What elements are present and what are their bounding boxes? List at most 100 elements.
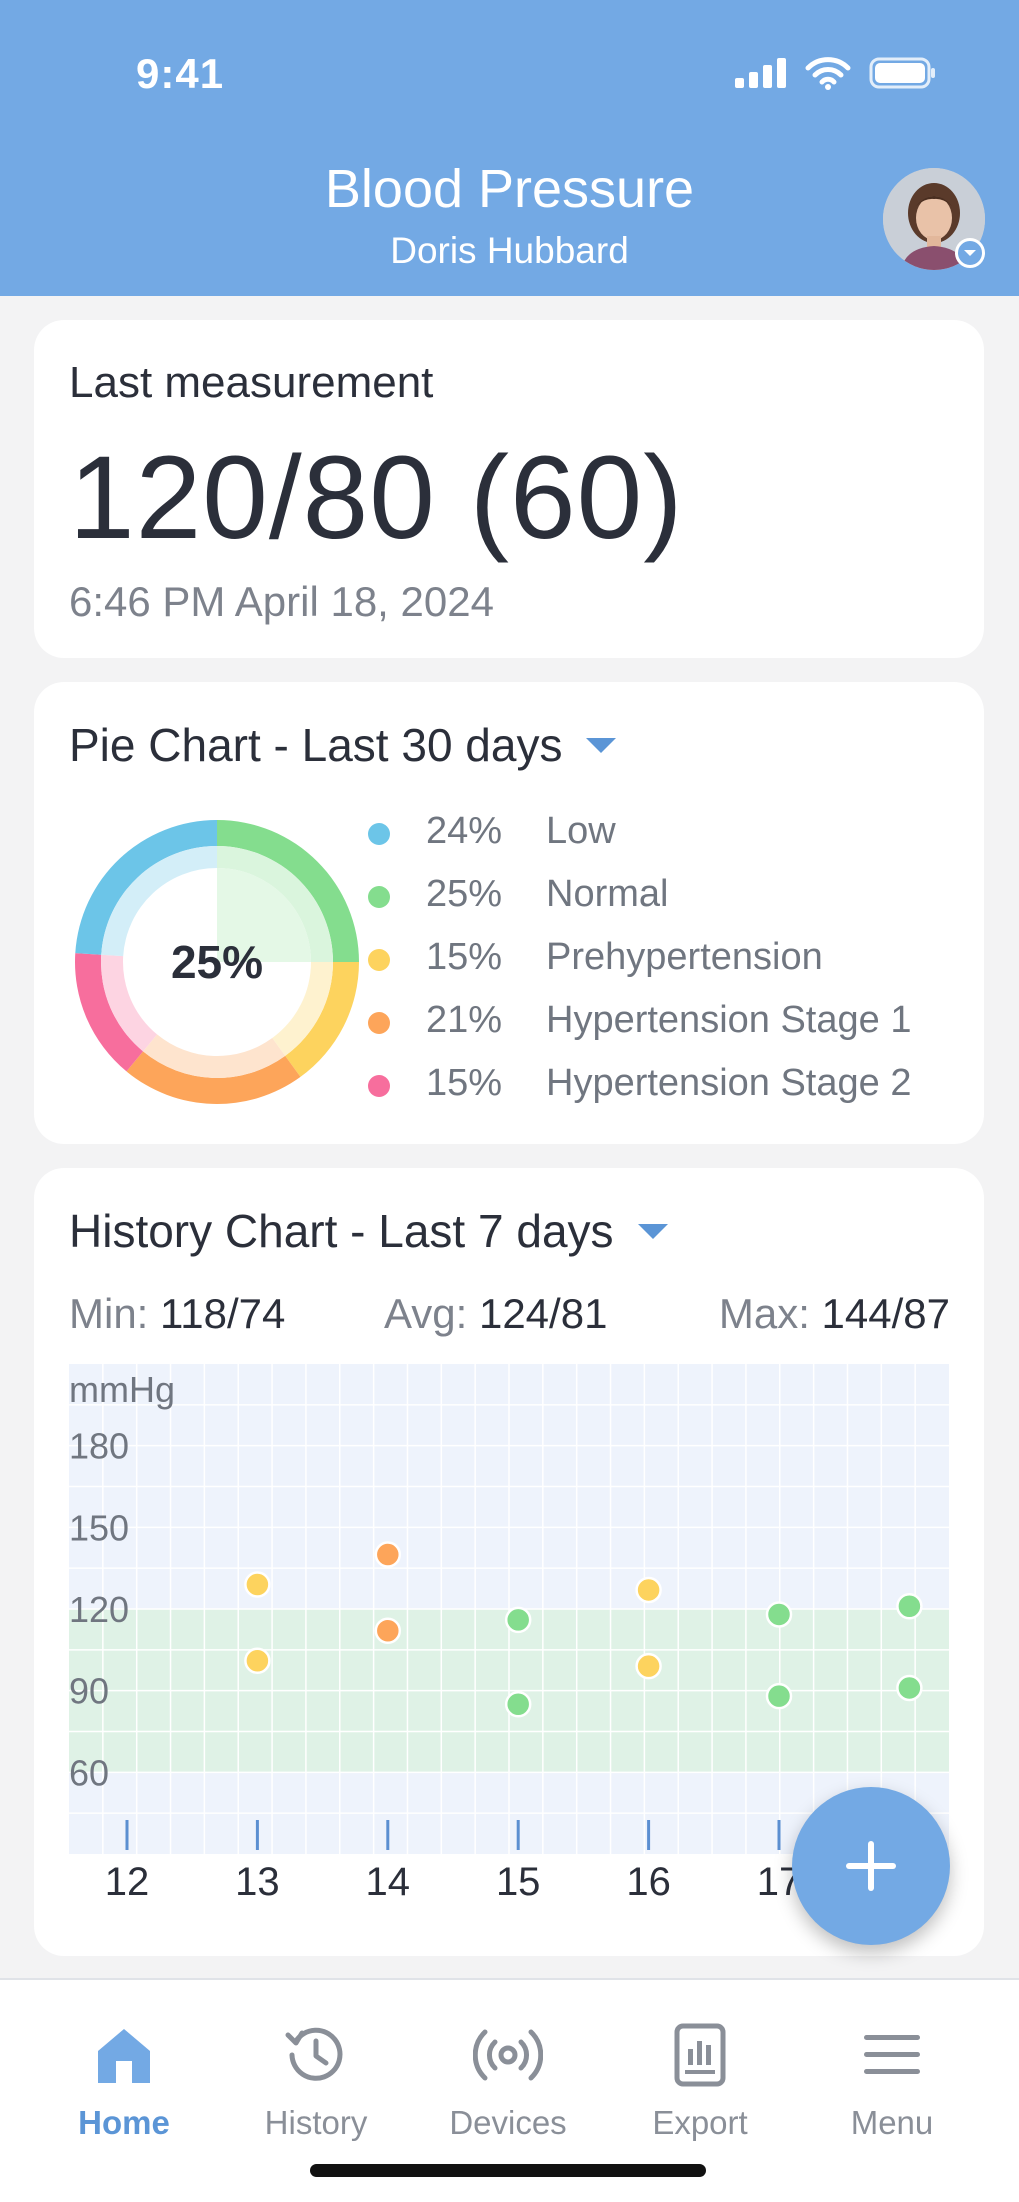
- diastolic-point[interactable]: [635, 1652, 662, 1680]
- pie-slice-inner-prehypertension: [272, 962, 333, 1056]
- avatar-dropdown-badge[interactable]: [955, 238, 985, 268]
- legend-name: Hypertension Stage 1: [546, 999, 912, 1041]
- signal-icon: [735, 58, 786, 88]
- pie-slice-hypertension-stage-2: [74, 953, 144, 1072]
- history-x-axis: 12 13 14 15 16 17: [69, 1860, 949, 1920]
- systolic-point[interactable]: [635, 1576, 662, 1604]
- y-tick-label: 90: [69, 1671, 109, 1712]
- pie-slice-inner-hypertension-stage-1: [143, 1034, 286, 1078]
- legend-dot-stage-1: [368, 1012, 390, 1034]
- history-chart-title-text: History Chart - Last 7 days: [69, 1205, 614, 1257]
- legend-name: Prehypertension: [546, 936, 823, 978]
- stat-min: Min: 118/74: [69, 1290, 285, 1338]
- patient-name: Doris Hubbard: [390, 230, 629, 271]
- x-tick-label: 16: [626, 1860, 671, 1904]
- y-axis-unit-label: mmHg: [69, 1369, 175, 1410]
- y-tick-label: 180: [69, 1426, 129, 1467]
- y-tick-label: 60: [69, 1752, 109, 1793]
- legend-dot-stage-2: [368, 1075, 390, 1097]
- pie-chart-card: Pie Chart - Last 30 days 25% 24% Low 25%…: [34, 682, 984, 1144]
- avatar[interactable]: [883, 168, 985, 270]
- legend-name: Hypertension Stage 2: [546, 1062, 912, 1104]
- systolic-point[interactable]: [244, 1571, 271, 1598]
- pie-slice-inner-normal: [217, 846, 333, 962]
- page-title: Blood Pressure: [324, 159, 695, 219]
- battery-icon: [869, 57, 935, 89]
- tab-menu[interactable]: Menu: [796, 1980, 988, 2160]
- caret-down-icon: [637, 1224, 668, 1240]
- status-time: 9:41: [136, 50, 225, 97]
- tab-label: Devices: [449, 2104, 567, 2141]
- tab-home[interactable]: Home: [28, 1980, 220, 2160]
- x-tick-label: 14: [365, 1860, 411, 1904]
- tab-label: Home: [78, 2104, 170, 2141]
- chevron-down-icon: [964, 250, 976, 256]
- history-icon: [220, 2020, 412, 2090]
- stat-avg: Avg: 124/81: [384, 1290, 607, 1338]
- menu-icon: [796, 2020, 988, 2090]
- diastolic-point[interactable]: [374, 1617, 402, 1645]
- plus-icon: [846, 1841, 896, 1891]
- tab-export[interactable]: Export: [604, 1980, 796, 2160]
- legend-name: Low: [546, 810, 616, 852]
- pie-slice-low: [75, 820, 217, 955]
- history-chart-title[interactable]: History Chart - Last 7 days: [69, 1204, 668, 1258]
- stat-avg-label: Avg:: [384, 1290, 468, 1337]
- last-measurement-timestamp: 6:46 PM April 18, 2024: [69, 578, 494, 625]
- legend-pct: 21%: [426, 999, 503, 1041]
- pie-chart-title[interactable]: Pie Chart - Last 30 days: [69, 718, 617, 772]
- y-tick-label: 120: [69, 1589, 129, 1630]
- legend-dot-low: [368, 823, 390, 845]
- legend-name: Normal: [546, 873, 669, 915]
- systolic-point[interactable]: [504, 1606, 532, 1634]
- history-chart: mmHg 60 90 120 150 180: [69, 1364, 949, 1854]
- tab-label: History: [264, 2104, 368, 2141]
- tab-history[interactable]: History: [220, 1980, 412, 2160]
- pie-slice-inner-low: [101, 846, 217, 957]
- devices-icon: [412, 2020, 604, 2090]
- y-tick-label: 150: [69, 1507, 129, 1548]
- pie-center-label: 25%: [171, 936, 263, 988]
- x-tick-label: 15: [495, 1860, 541, 1904]
- stat-max-label: Max:: [718, 1290, 810, 1337]
- pie-slice-hypertension-stage-1: [126, 1051, 301, 1104]
- tab-devices[interactable]: Devices: [412, 1980, 604, 2160]
- pie-slice-inner-hypertension-stage-2: [101, 954, 158, 1052]
- pie-slice-prehypertension: [285, 962, 359, 1077]
- history-stats: Min: 118/74 Avg: 124/81 Max: 144/87: [69, 1290, 950, 1340]
- legend-pct: 15%: [426, 936, 503, 978]
- wifi-icon: [805, 57, 851, 90]
- diastolic-point[interactable]: [765, 1682, 793, 1710]
- last-measurement-card[interactable]: Last measurement 120/80 (60) 6:46 PM Apr…: [34, 320, 984, 658]
- stat-max-value: 144/87: [821, 1290, 950, 1337]
- x-tick-label: 13: [235, 1860, 280, 1904]
- add-measurement-button[interactable]: [792, 1787, 950, 1945]
- systolic-point[interactable]: [765, 1601, 793, 1628]
- legend-pct: 15%: [426, 1062, 503, 1104]
- diastolic-point[interactable]: [896, 1674, 923, 1702]
- bottom-tab-bar: Home History Devices Export Menu: [0, 1978, 1019, 2202]
- legend-dot-prehypertension: [368, 949, 390, 971]
- stat-max: Max: 144/87: [719, 1290, 950, 1338]
- legend-dot-normal: [368, 886, 390, 908]
- systolic-point[interactable]: [374, 1541, 402, 1568]
- legend-pct: 25%: [426, 873, 503, 915]
- last-measurement-label: Last measurement: [69, 358, 434, 407]
- avatar-portrait: [883, 168, 985, 270]
- diastolic-point[interactable]: [504, 1691, 532, 1718]
- tab-label: Export: [652, 2104, 748, 2141]
- last-measurement-value: 120/80 (60): [69, 432, 684, 564]
- x-tick-label: 12: [104, 1860, 150, 1904]
- pie-highlight-wedge: [217, 868, 311, 962]
- app-header: 9:41 Blood Pressure Doris Hubbard: [0, 0, 1019, 296]
- home-indicator: [310, 2164, 706, 2177]
- diastolic-point[interactable]: [244, 1647, 271, 1674]
- stat-min-value: 118/74: [160, 1290, 286, 1337]
- home-icon: [28, 2020, 220, 2090]
- pie-chart: 25%: [74, 820, 359, 1104]
- systolic-point[interactable]: [896, 1593, 923, 1620]
- status-icons: [735, 56, 937, 90]
- pie-chart-title-text: Pie Chart - Last 30 days: [69, 719, 563, 771]
- legend-pct: 24%: [426, 810, 503, 852]
- stat-min-label: Min:: [69, 1290, 149, 1337]
